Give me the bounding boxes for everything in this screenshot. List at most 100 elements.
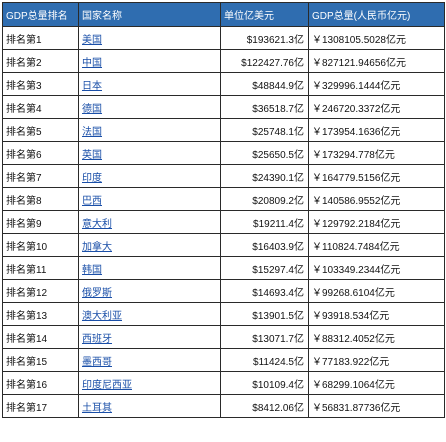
cny-cell: ￥164779.5156亿元 — [308, 164, 445, 188]
country-cell: 巴西 — [78, 187, 221, 211]
cny-cell: ￥1308105.5028亿元 — [308, 26, 445, 50]
cny-cell: ￥140586.9552亿元 — [308, 187, 445, 211]
country-link[interactable]: 德国 — [82, 103, 102, 115]
table-row: 排名第12 俄罗斯 $14693.4亿 ￥99268.6104亿元 — [2, 279, 445, 303]
country-cell: 美国 — [78, 26, 221, 50]
rank-cell: 排名第7 — [2, 164, 79, 188]
country-link[interactable]: 美国 — [82, 34, 102, 46]
cny-cell: ￥246720.3372亿元 — [308, 95, 445, 119]
rank-cell: 排名第17 — [2, 394, 79, 418]
rank-cell: 排名第8 — [2, 187, 79, 211]
country-cell: 俄罗斯 — [78, 279, 221, 303]
usd-cell: $122427.76亿 — [220, 49, 309, 73]
country-cell: 墨西哥 — [78, 348, 221, 372]
table-row: 排名第7 印度 $24390.1亿 ￥164779.5156亿元 — [2, 164, 445, 188]
country-cell: 法国 — [78, 118, 221, 142]
table-row: 排名第8 巴西 $20809.2亿 ￥140586.9552亿元 — [2, 187, 445, 211]
usd-cell: $193621.3亿 — [220, 26, 309, 50]
country-link[interactable]: 加拿大 — [82, 241, 112, 253]
country-cell: 澳大利亚 — [78, 302, 221, 326]
table-row: 排名第10 加拿大 $16403.9亿 ￥110824.7484亿元 — [2, 233, 445, 257]
cny-cell: ￥68299.1064亿元 — [308, 371, 445, 395]
table-row: 排名第13 澳大利亚 $13901.5亿 ￥93918.534亿元 — [2, 302, 445, 326]
table-row: 排名第5 法国 $25748.1亿 ￥173954.1636亿元 — [2, 118, 445, 142]
cny-cell: ￥329996.1444亿元 — [308, 72, 445, 96]
country-link[interactable]: 墨西哥 — [82, 356, 112, 368]
table-row: 排名第15 墨西哥 $11424.5亿 ￥77183.922亿元 — [2, 348, 445, 372]
usd-cell: $10109.4亿 — [220, 371, 309, 395]
header-usd: 单位亿美元 — [220, 2, 309, 27]
table-row: 排名第14 西班牙 $13071.7亿 ￥88312.4052亿元 — [2, 325, 445, 349]
usd-cell: $25748.1亿 — [220, 118, 309, 142]
usd-cell: $24390.1亿 — [220, 164, 309, 188]
usd-cell: $11424.5亿 — [220, 348, 309, 372]
usd-cell: $25650.5亿 — [220, 141, 309, 165]
country-link[interactable]: 日本 — [82, 80, 102, 92]
table-row: 排名第11 韩国 $15297.4亿 ￥103349.2344亿元 — [2, 256, 445, 280]
gdp-ranking-table: GDP总量排名 国家名称 单位亿美元 GDP总量(人民币亿元) 排名第1 美国 $1… — [2, 2, 445, 418]
header-row: GDP总量排名 国家名称 单位亿美元 GDP总量(人民币亿元) — [2, 2, 445, 27]
country-link[interactable]: 印度尼西亚 — [82, 379, 132, 391]
country-cell: 英国 — [78, 141, 221, 165]
cny-cell: ￥88312.4052亿元 — [308, 325, 445, 349]
usd-cell: $36518.7亿 — [220, 95, 309, 119]
header-country: 国家名称 — [78, 2, 221, 27]
country-cell: 土耳其 — [78, 394, 221, 418]
table-row: 排名第6 英国 $25650.5亿 ￥173294.778亿元 — [2, 141, 445, 165]
header-cny: GDP总量(人民币亿元) — [308, 2, 445, 27]
table-body: 排名第1 美国 $193621.3亿 ￥1308105.5028亿元排名第2 中国 $12… — [2, 26, 445, 418]
rank-cell: 排名第14 — [2, 325, 79, 349]
table-row: 排名第9 意大利 $19211.4亿 ￥129792.2184亿元 — [2, 210, 445, 234]
usd-cell: $13901.5亿 — [220, 302, 309, 326]
country-cell: 意大利 — [78, 210, 221, 234]
rank-cell: 排名第3 — [2, 72, 79, 96]
country-link[interactable]: 澳大利亚 — [82, 310, 122, 322]
country-cell: 韩国 — [78, 256, 221, 280]
usd-cell: $48844.9亿 — [220, 72, 309, 96]
country-cell: 德国 — [78, 95, 221, 119]
rank-cell: 排名第2 — [2, 49, 79, 73]
table-header: GDP总量排名 国家名称 单位亿美元 GDP总量(人民币亿元) — [2, 2, 445, 27]
rank-cell: 排名第9 — [2, 210, 79, 234]
cny-cell: ￥99268.6104亿元 — [308, 279, 445, 303]
country-link[interactable]: 英国 — [82, 149, 102, 161]
rank-cell: 排名第6 — [2, 141, 79, 165]
cny-cell: ￥173954.1636亿元 — [308, 118, 445, 142]
rank-cell: 排名第11 — [2, 256, 79, 280]
country-link[interactable]: 土耳其 — [82, 402, 112, 414]
cny-cell: ￥56831.87736亿元 — [308, 394, 445, 418]
rank-cell: 排名第10 — [2, 233, 79, 257]
country-link[interactable]: 中国 — [82, 57, 102, 69]
rank-cell: 排名第13 — [2, 302, 79, 326]
country-link[interactable]: 法国 — [82, 126, 102, 138]
country-link[interactable]: 巴西 — [82, 195, 102, 207]
table-row: 排名第2 中国 $122427.76亿 ￥827121.94656亿元 — [2, 49, 445, 73]
usd-cell: $8412.06亿 — [220, 394, 309, 418]
cny-cell: ￥129792.2184亿元 — [308, 210, 445, 234]
country-link[interactable]: 俄罗斯 — [82, 287, 112, 299]
header-rank: GDP总量排名 — [2, 2, 79, 27]
table-row: 排名第16 印度尼西亚 $10109.4亿 ￥68299.1064亿元 — [2, 371, 445, 395]
cny-cell: ￥173294.778亿元 — [308, 141, 445, 165]
table-row: 排名第1 美国 $193621.3亿 ￥1308105.5028亿元 — [2, 26, 445, 50]
usd-cell: $19211.4亿 — [220, 210, 309, 234]
usd-cell: $20809.2亿 — [220, 187, 309, 211]
table-row: 排名第3 日本 $48844.9亿 ￥329996.1444亿元 — [2, 72, 445, 96]
cny-cell: ￥827121.94656亿元 — [308, 49, 445, 73]
usd-cell: $13071.7亿 — [220, 325, 309, 349]
country-cell: 中国 — [78, 49, 221, 73]
country-cell: 加拿大 — [78, 233, 221, 257]
country-link[interactable]: 韩国 — [82, 264, 102, 276]
country-link[interactable]: 印度 — [82, 172, 102, 184]
rank-cell: 排名第16 — [2, 371, 79, 395]
country-link[interactable]: 西班牙 — [82, 333, 112, 345]
usd-cell: $16403.9亿 — [220, 233, 309, 257]
table-row: 排名第4 德国 $36518.7亿 ￥246720.3372亿元 — [2, 95, 445, 119]
country-link[interactable]: 意大利 — [82, 218, 112, 230]
rank-cell: 排名第15 — [2, 348, 79, 372]
table-row: 排名第17 土耳其 $8412.06亿 ￥56831.87736亿元 — [2, 394, 445, 418]
cny-cell: ￥103349.2344亿元 — [308, 256, 445, 280]
rank-cell: 排名第1 — [2, 26, 79, 50]
country-cell: 西班牙 — [78, 325, 221, 349]
country-cell: 日本 — [78, 72, 221, 96]
